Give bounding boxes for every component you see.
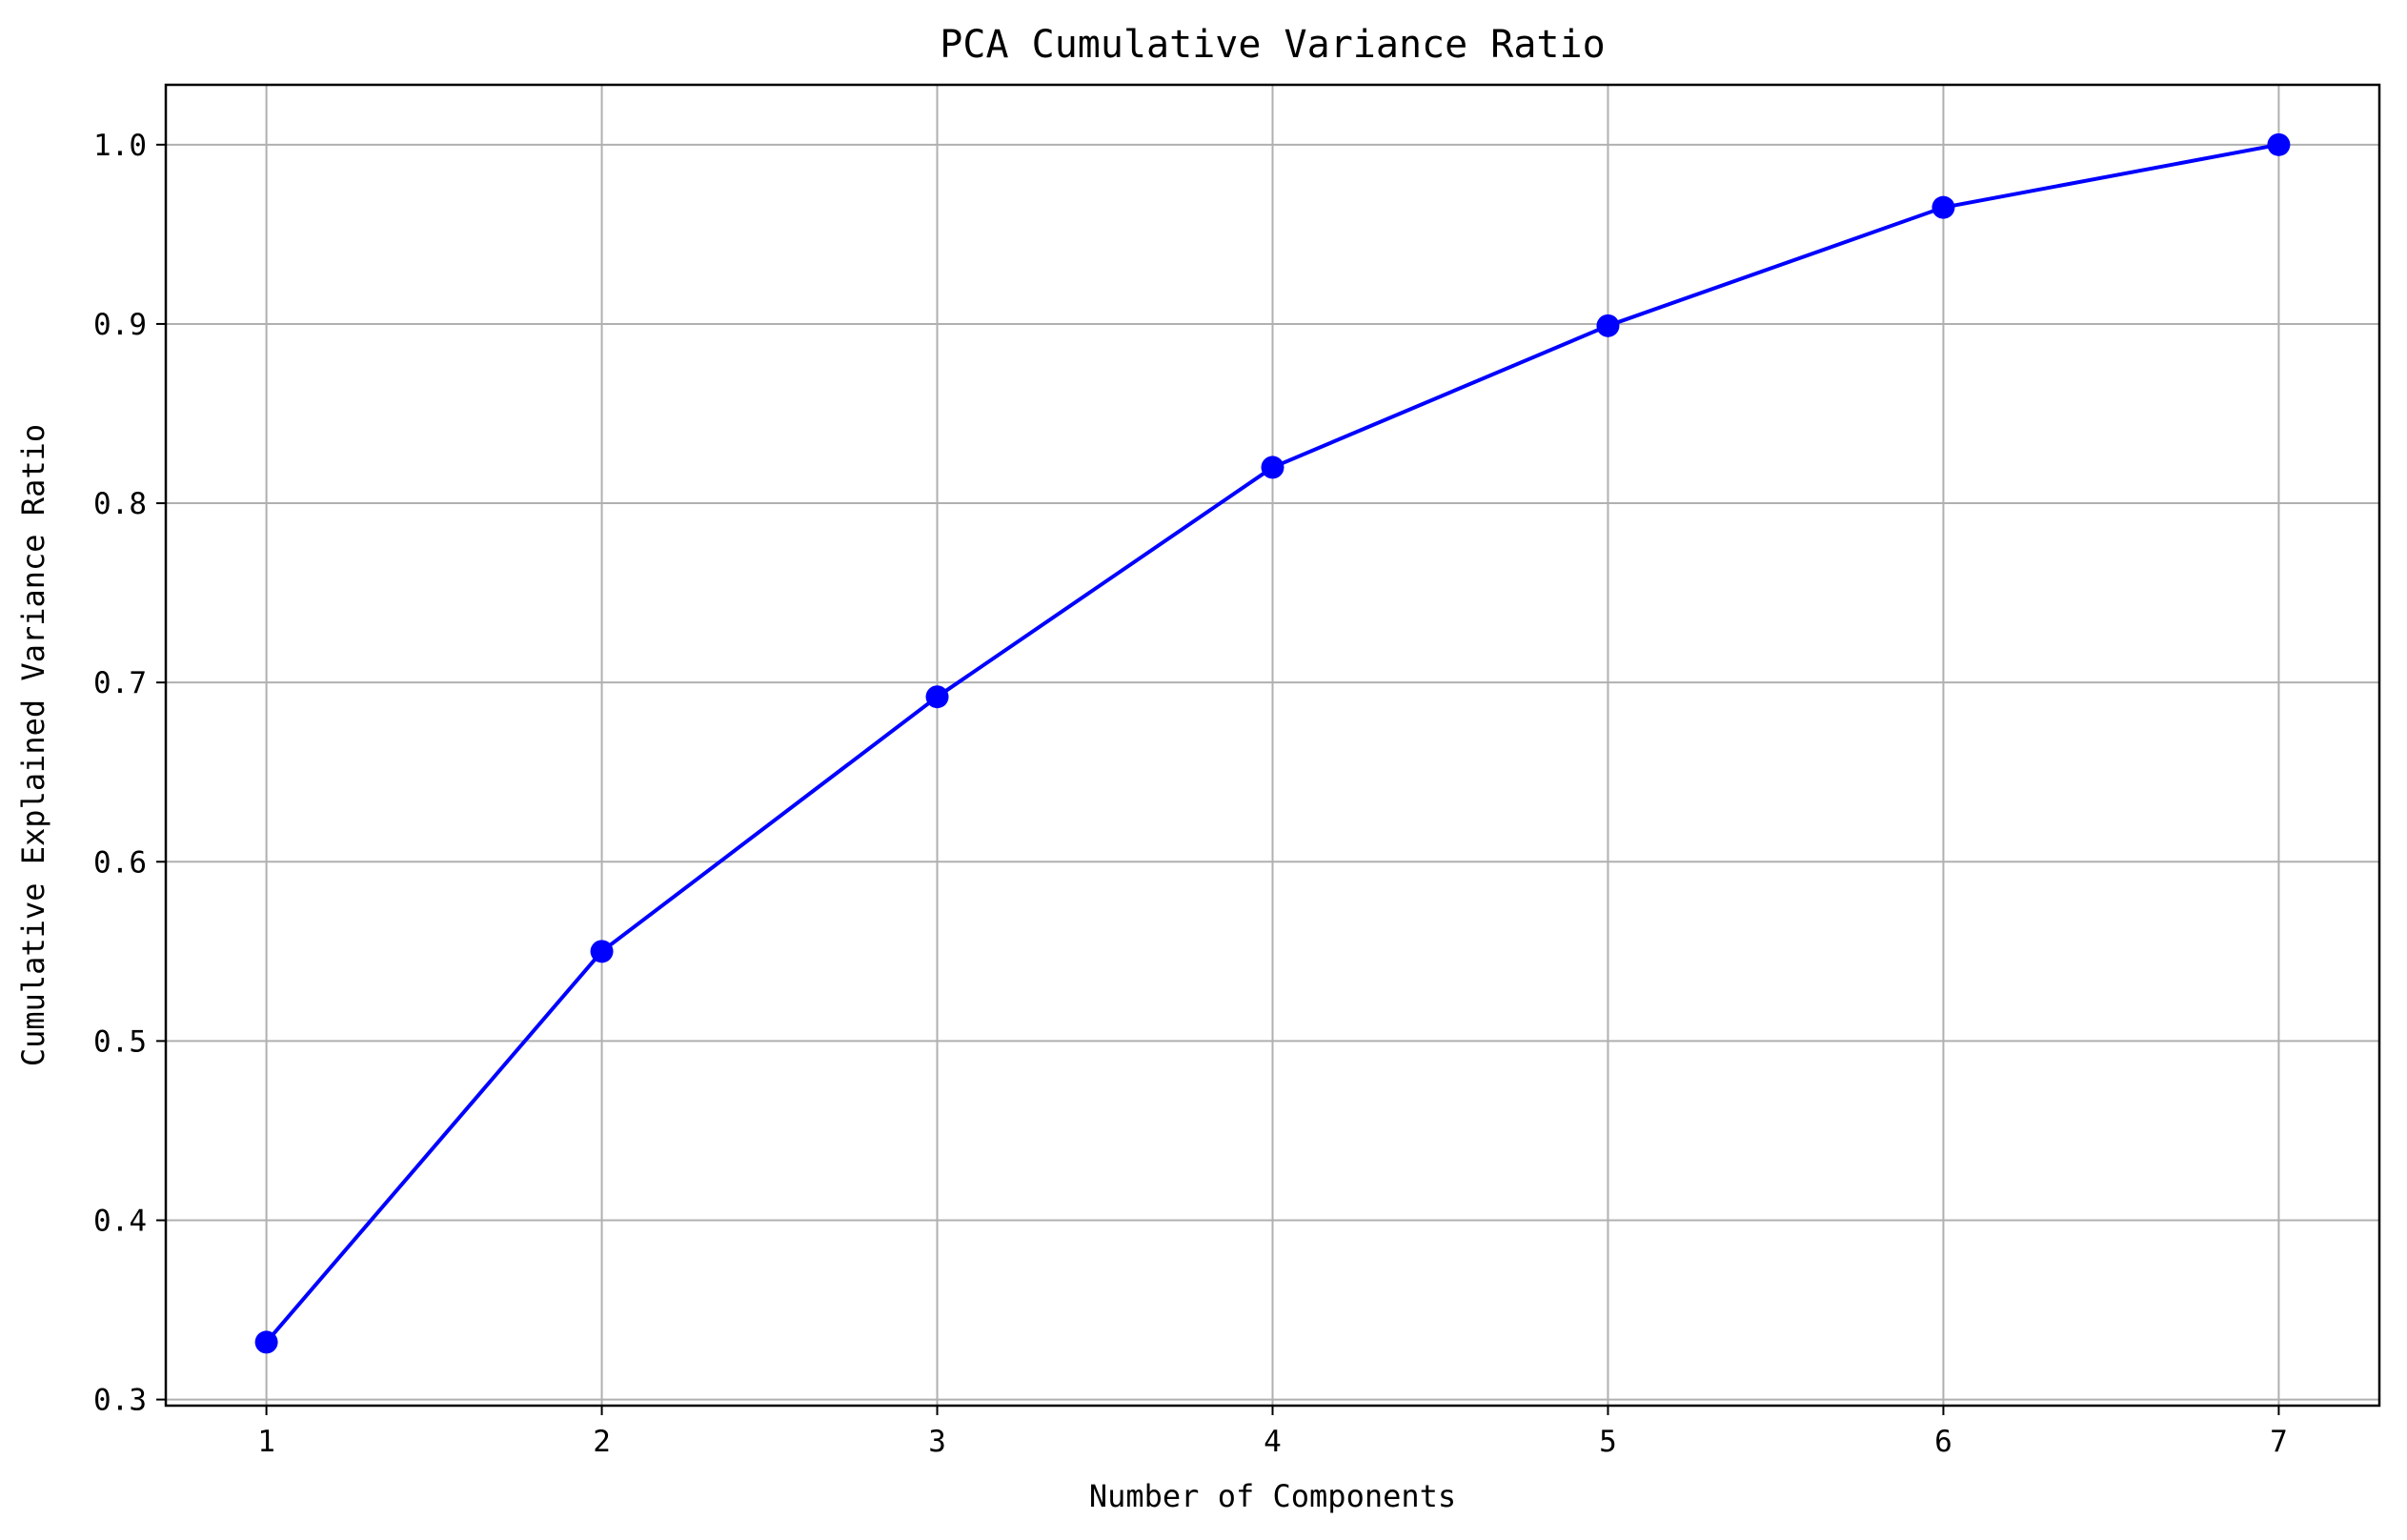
x-tick-label-4: 4 [1264, 1425, 1282, 1459]
y-tick-label-6: 0.8 [93, 487, 147, 521]
y-tick-label-2: 0.4 [93, 1204, 147, 1238]
x-tick-label-2: 2 [593, 1425, 611, 1459]
x-tick-label-3: 3 [928, 1425, 946, 1459]
x-tick-label-1: 1 [257, 1425, 275, 1459]
x-tick-label-6: 6 [1934, 1425, 1952, 1459]
grid [166, 85, 2379, 1406]
y-tick-label-3: 0.5 [93, 1024, 147, 1059]
series-layer [254, 132, 2291, 1354]
y-tick-label-8: 1.0 [93, 129, 147, 163]
y-tick-label-1: 0.3 [93, 1384, 147, 1418]
y-axis-label: Cumulative Explained Variance Ratio [15, 424, 51, 1066]
data-point-7 [2267, 132, 2291, 156]
x-tick-label-5: 5 [1599, 1425, 1617, 1459]
ticks: 1 2 3 4 5 6 7 0.3 0.4 0.5 0.6 0.7 0.8 0.9 1.0 [93, 129, 2288, 1459]
data-point-2 [590, 940, 614, 963]
data-point-1 [254, 1330, 278, 1354]
data-point-3 [925, 685, 949, 709]
x-axis-label: Number of Components [1089, 1478, 1456, 1514]
y-tick-label-4: 0.6 [93, 845, 147, 880]
data-point-6 [1932, 195, 1955, 219]
data-point-5 [1596, 314, 1620, 337]
data-point-4 [1261, 456, 1284, 479]
chart-title: PCA Cumulative Variance Ratio [940, 23, 1605, 67]
x-tick-label-7: 7 [2270, 1425, 2288, 1459]
y-tick-label-7: 0.9 [93, 308, 147, 342]
y-tick-label-5: 0.7 [93, 666, 147, 700]
